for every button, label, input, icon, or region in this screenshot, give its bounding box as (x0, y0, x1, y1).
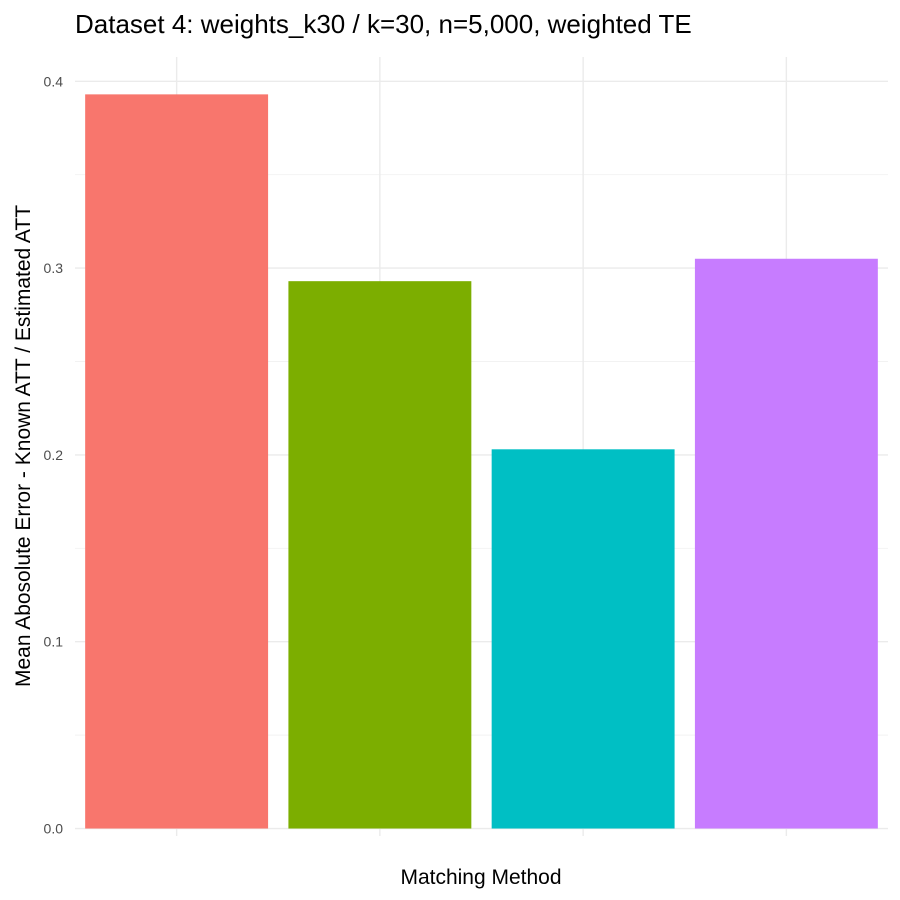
y-tick-label: 0.3 (44, 260, 64, 276)
y-tick-label: 0.0 (44, 821, 64, 837)
y-axis-title: Mean Abosolute Error - Known ATT / Estim… (12, 205, 35, 687)
bar (694, 258, 878, 829)
bar (288, 281, 472, 829)
chart-title: Dataset 4: weights_k30 / k=30, n=5,000, … (75, 9, 692, 39)
bars (85, 94, 878, 829)
y-tick-label: 0.1 (44, 634, 64, 650)
x-axis-title: Matching Method (400, 866, 561, 889)
y-axis-ticks: 0.0 0.1 0.2 0.3 0.4 (44, 73, 64, 836)
bar (491, 449, 675, 829)
y-tick-label: 0.2 (44, 447, 64, 463)
bar (85, 94, 269, 829)
y-tick-label: 0.4 (44, 73, 64, 89)
